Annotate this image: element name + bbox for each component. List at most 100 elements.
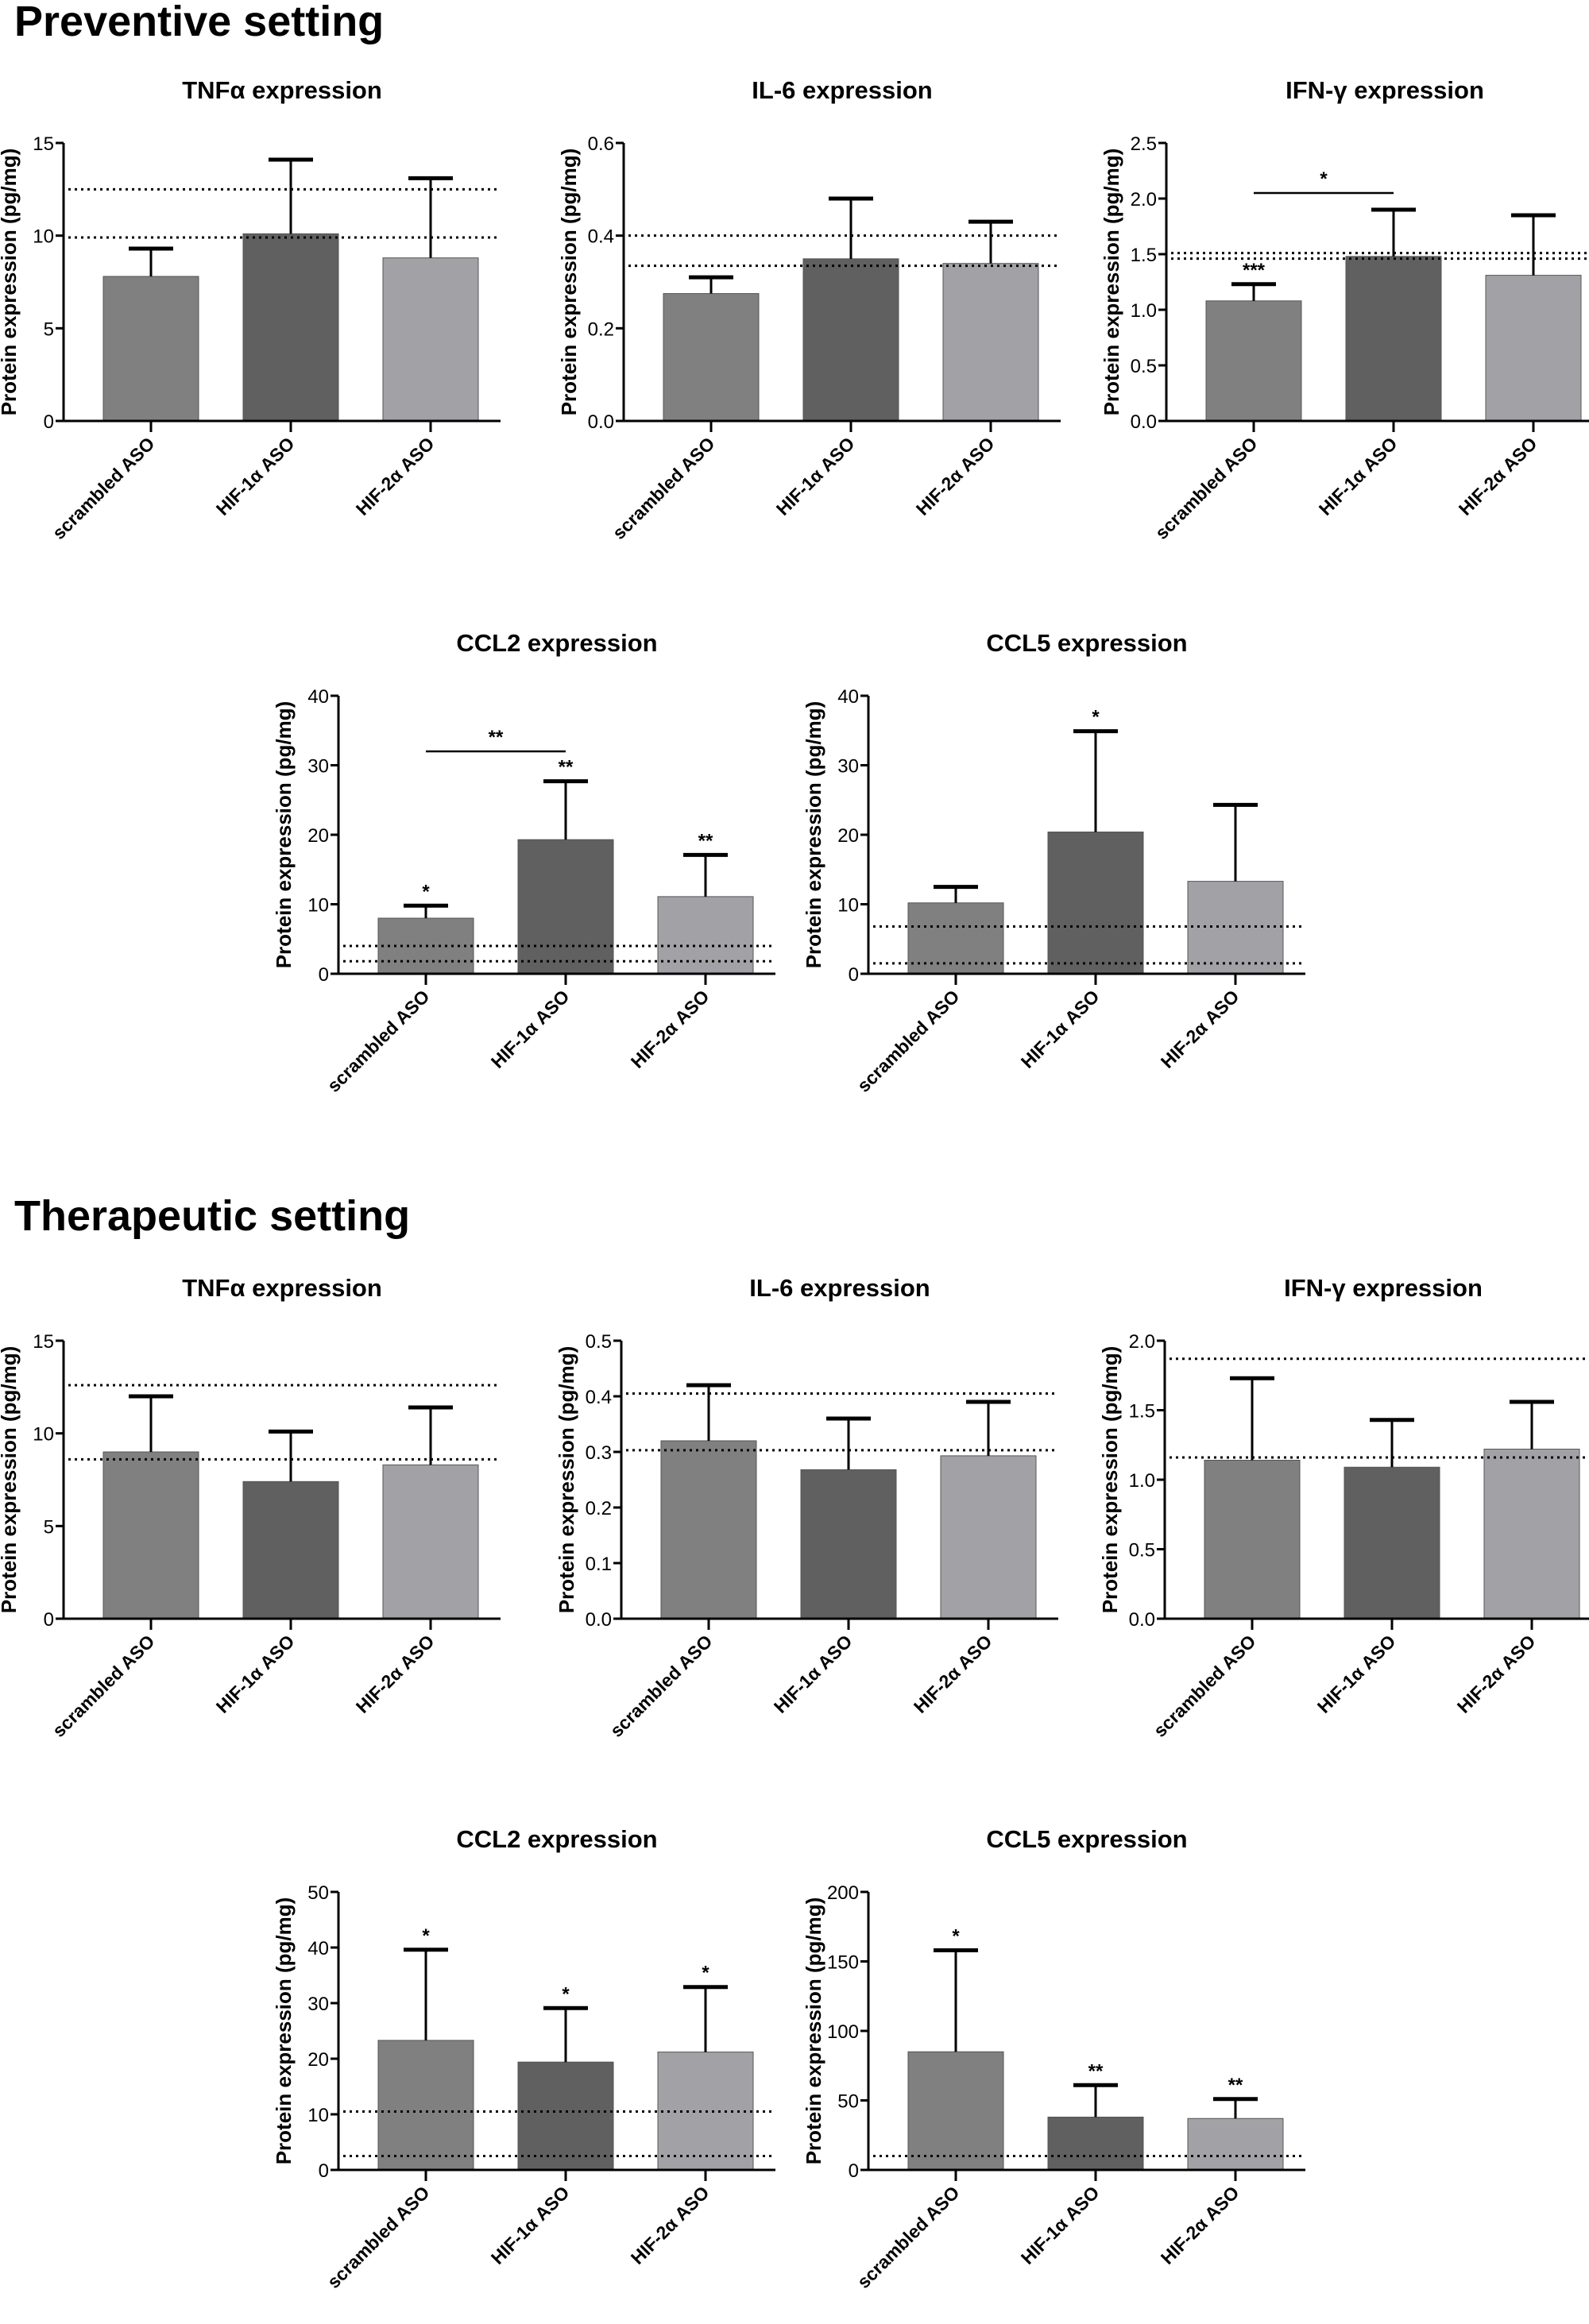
chart-prev-ccl2: CCL2 expression Protein expression (pg/mg… [272, 629, 775, 1096]
bar [102, 276, 199, 422]
chart-prev-ifng: IFN-γ expression Protein expression (pg/m… [1100, 76, 1589, 543]
y-axis-label: Protein expression (pg/mg) [272, 701, 296, 969]
bar [242, 1480, 339, 1619]
y-tick-label: 0.6 [588, 133, 614, 155]
y-tick-label: 0 [44, 411, 54, 433]
x-tick-label: HIF-2α ASO [352, 433, 439, 519]
x-tick-label: HIF-1α ASO [487, 986, 574, 1072]
y-axis-label: Protein expression (pg/mg) [0, 149, 21, 416]
x-tick-label: scrambled ASO [1151, 433, 1262, 543]
chart-title: CCL2 expression [456, 629, 657, 657]
significance-label: ** [1228, 2075, 1243, 2096]
x-tick-label: HIF-1α ASO [770, 1631, 856, 1717]
x-tick-label: HIF-1α ASO [212, 433, 299, 519]
y-tick-label: 0 [319, 964, 329, 986]
x-tick-label: HIF-1α ASO [1017, 2182, 1104, 2268]
x-tick-label: HIF-1α ASO [487, 2182, 574, 2268]
chart-title: CCL5 expression [986, 1825, 1187, 1853]
y-tick-label: 0.0 [1129, 1609, 1155, 1631]
y-tick-label: 1.0 [1129, 1470, 1155, 1492]
bar [1047, 2117, 1144, 2171]
y-axis-label: Protein expression (pg/mg) [0, 1346, 21, 1614]
y-tick-label: 40 [837, 686, 859, 708]
y-tick-label: 10 [307, 2105, 329, 2126]
bar [1047, 832, 1144, 975]
y-axis-label: Protein expression (pg/mg) [557, 149, 581, 416]
significance-label: * [1092, 707, 1100, 728]
y-tick-label: 40 [307, 1938, 329, 1959]
y-tick-label: 30 [307, 1994, 329, 2015]
section-title-therapeutic: Therapeutic setting [14, 1192, 411, 1240]
x-tick-label: HIF-1α ASO [1017, 986, 1104, 1072]
chart-ther-il6: IL-6 expression Protein expression (pg/mg… [555, 1274, 1058, 1741]
significance-label: ** [1088, 2060, 1104, 2082]
chart-prev-ccl5: CCL5 expression Protein expression (pg/mg… [802, 629, 1305, 1096]
chart-title: IFN-γ expression [1284, 1274, 1483, 1302]
y-tick-label: 0.5 [586, 1331, 612, 1353]
bar [802, 258, 899, 422]
x-tick-label: HIF-2α ASO [1157, 2182, 1243, 2268]
x-tick-label: HIF-1α ASO [772, 433, 859, 519]
bar [242, 233, 339, 422]
y-tick-label: 100 [827, 2021, 859, 2043]
y-tick-label: 0.1 [586, 1554, 612, 1575]
x-tick-label: HIF-1α ASO [1313, 1631, 1400, 1717]
chart-ther-ccl5: CCL5 expression Protein expression (pg/mg… [802, 1825, 1305, 2292]
x-tick-label: scrambled ASO [853, 986, 964, 1096]
y-tick-label: 0.4 [586, 1387, 612, 1408]
y-tick-label: 20 [307, 2049, 329, 2071]
y-axis-label: Protein expression (pg/mg) [802, 701, 825, 969]
significance-label: *** [1243, 260, 1266, 281]
y-tick-label: 20 [837, 825, 859, 847]
bar [517, 2061, 614, 2171]
x-tick-label: HIF-2α ASO [1455, 433, 1541, 519]
bar [663, 293, 760, 422]
bar [940, 1455, 1037, 1619]
chart-ther-ccl2: CCL2 expression Protein expression (pg/mg… [272, 1825, 775, 2292]
chart-title: TNFα expression [182, 76, 382, 104]
y-tick-label: 30 [837, 756, 859, 778]
y-tick-label: 40 [307, 686, 329, 708]
x-tick-label: scrambled ASO [606, 1631, 717, 1741]
x-tick-label: HIF-1α ASO [212, 1631, 299, 1717]
y-tick-label: 20 [307, 825, 329, 847]
significance-label: * [422, 1925, 430, 1947]
bar [517, 839, 614, 975]
y-axis-label: Protein expression (pg/mg) [1100, 149, 1123, 416]
significance-label: ** [698, 830, 713, 851]
y-tick-label: 0.0 [586, 1609, 612, 1631]
x-tick-label: HIF-2α ASO [910, 1631, 996, 1717]
y-tick-label: 5 [44, 1516, 54, 1538]
y-tick-label: 0.0 [1131, 411, 1157, 433]
y-axis-label: Protein expression (pg/mg) [272, 1897, 296, 2165]
y-tick-label: 0.3 [586, 1442, 612, 1464]
chart-title: IL-6 expression [752, 76, 932, 104]
chart-title: CCL2 expression [456, 1825, 657, 1853]
bar [660, 1440, 757, 1619]
x-tick-label: scrambled ASO [48, 433, 159, 543]
x-tick-label: HIF-2α ASO [1157, 986, 1243, 1072]
y-tick-label: 0.2 [586, 1498, 612, 1519]
bar [1345, 256, 1442, 422]
y-axis-label: Protein expression (pg/mg) [555, 1346, 578, 1614]
significance-label: * [562, 1983, 570, 2005]
y-tick-label: 10 [33, 226, 54, 248]
y-tick-label: 1.5 [1129, 1401, 1155, 1423]
x-tick-label: HIF-2α ASO [912, 433, 999, 519]
chart-ther-tnfa: TNFα expression Protein expression (pg/mg… [0, 1274, 501, 1741]
x-tick-label: scrambled ASO [1150, 1631, 1260, 1741]
y-tick-label: 0.5 [1131, 356, 1157, 377]
y-tick-label: 1.0 [1131, 300, 1157, 322]
x-tick-label: HIF-1α ASO [1315, 433, 1401, 519]
x-tick-label: scrambled ASO [323, 2182, 434, 2292]
y-tick-label: 0.0 [588, 411, 614, 433]
significance-label: * [952, 1926, 960, 1948]
x-tick-label: HIF-2α ASO [627, 986, 713, 1072]
y-tick-label: 150 [827, 1952, 859, 1974]
y-tick-label: 0 [44, 1609, 54, 1631]
y-tick-label: 2.5 [1131, 133, 1157, 155]
y-tick-label: 0.4 [588, 226, 614, 248]
y-tick-label: 10 [837, 895, 859, 917]
y-tick-label: 1.5 [1131, 245, 1157, 266]
y-tick-label: 10 [307, 895, 329, 917]
